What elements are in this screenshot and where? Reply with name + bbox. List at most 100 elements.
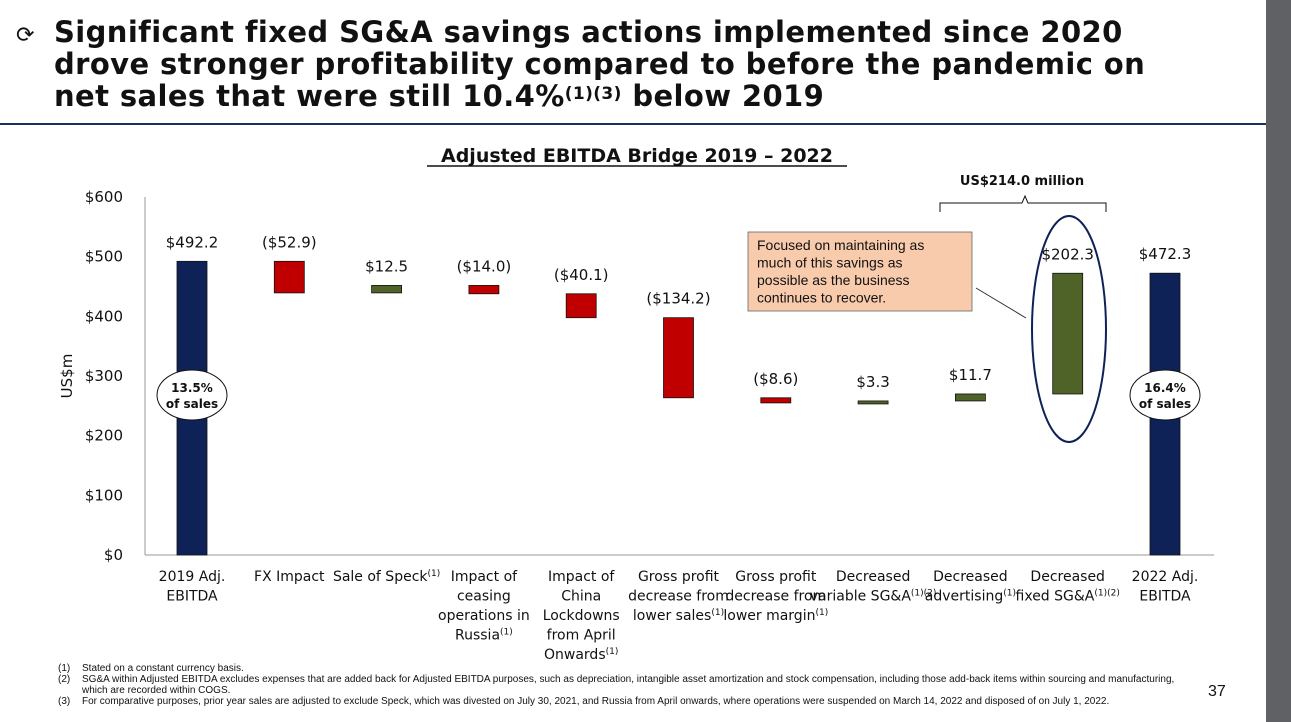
category-label-text: EBITDA <box>1139 589 1191 605</box>
category-label-text: Lockdowns <box>543 608 620 624</box>
category-label: 2019 Adj. <box>159 569 226 585</box>
category-label-text: fixed SG&A <box>1016 589 1095 605</box>
margin-caption: of sales <box>1139 397 1191 411</box>
category-label: advertising(1) <box>925 589 1016 605</box>
category-label: Lockdowns <box>543 608 620 624</box>
category-label-text: advertising <box>925 589 1003 605</box>
category-footnote-ref: (1) <box>815 608 828 618</box>
callout-text: possible as the business <box>757 272 910 288</box>
footnote-number: (3) <box>58 696 71 707</box>
highlight-ellipse <box>1031 215 1107 443</box>
category-label-text: Gross profit <box>735 569 817 585</box>
category-footnote-ref: (1) <box>500 628 513 638</box>
category-label: fixed SG&A(1)(2) <box>1016 589 1120 605</box>
category-label: FX Impact <box>254 569 325 585</box>
bar-value-label: ($14.0) <box>457 257 512 275</box>
waterfall-bar <box>760 397 792 404</box>
callout-text: Focused on maintaining as <box>757 237 924 253</box>
category-label: 2022 Adj. <box>1132 569 1199 585</box>
category-label-text: Gross profit <box>638 569 720 585</box>
category-label: EBITDA <box>166 589 218 605</box>
bar-value-label: $472.3 <box>1139 245 1192 263</box>
category-label-text: Impact of <box>548 569 615 585</box>
margin-percent: 13.5% <box>171 381 213 395</box>
y-tick-label: $0 <box>104 546 123 564</box>
category-label: Russia(1) <box>455 628 513 644</box>
waterfall-bar <box>468 285 500 295</box>
footnote-number: (1) <box>58 663 71 674</box>
bar-value-label: $3.3 <box>856 373 889 391</box>
category-label-text: operations in <box>438 608 530 624</box>
category-footnote-ref: (1) <box>711 608 724 618</box>
category-label: Decreased <box>933 569 1008 585</box>
callout-box <box>747 231 973 312</box>
margin-caption: of sales <box>166 397 218 411</box>
callout-text: continues to recover. <box>757 290 886 306</box>
category-label: Sale of Speck(1) <box>333 569 440 585</box>
category-label-text: ceasing <box>457 589 511 605</box>
category-label: ceasing <box>457 589 511 605</box>
bar-value-label: ($40.1) <box>554 266 609 284</box>
title-divider <box>0 123 1266 125</box>
title-line-2: drove stronger profitability compared to… <box>54 47 1146 81</box>
category-label: decrease from <box>725 589 826 605</box>
category-label: Impact of <box>451 569 518 585</box>
bar-value-label: $202.3 <box>1041 245 1094 263</box>
footnote-1: (1) Stated on a constant currency basis. <box>58 663 1198 674</box>
footnote-number: (2) <box>58 674 71 685</box>
category-label: lower sales(1) <box>633 608 724 624</box>
y-tick-label: $600 <box>85 188 123 206</box>
waterfall-bar <box>565 293 597 319</box>
y-tick-label: $300 <box>85 367 123 385</box>
title-line-3-text: net sales that were still 10.4% <box>54 79 565 113</box>
bar-value-label: $12.5 <box>365 257 408 275</box>
waterfall-bar <box>273 260 305 294</box>
category-label: decrease from <box>628 589 729 605</box>
category-footnote-ref: (1)(2) <box>1094 589 1120 599</box>
y-axis-title: US$m <box>58 354 76 399</box>
bar-value-label: ($8.6) <box>753 370 798 388</box>
category-label: China <box>561 589 601 605</box>
category-label-text: decrease from <box>628 589 729 605</box>
margin-ellipse <box>156 369 228 421</box>
margin-ellipse <box>1129 369 1201 421</box>
margin-percent: 16.4% <box>1144 381 1186 395</box>
category-label: Onwards(1) <box>544 647 618 662</box>
category-footnote-ref: (1)(2) <box>911 589 937 599</box>
brand-logo-icon: ⟳ <box>16 23 35 48</box>
y-tick-label: $400 <box>85 307 123 325</box>
footnote-text: For comparative purposes, prior year sal… <box>82 696 1110 707</box>
y-tick-label: $200 <box>85 427 123 445</box>
category-label: operations in <box>438 608 530 624</box>
category-label-text: Sale of Speck <box>333 569 428 585</box>
category-label-text: Decreased <box>1030 569 1105 585</box>
category-label: Decreased <box>836 569 911 585</box>
title-line-3-tail: below 2019 <box>621 79 825 113</box>
title-line-1: Significant fixed SG&A savings actions i… <box>54 15 1123 49</box>
category-footnote-ref: (1) <box>428 569 441 579</box>
category-label-text: Decreased <box>933 569 1008 585</box>
category-footnote-ref: (1) <box>1003 589 1016 599</box>
title-line-3: net sales that were still 10.4%(1)(3) be… <box>54 80 1254 112</box>
y-tick-label: $100 <box>85 486 123 504</box>
waterfall-bar <box>857 400 889 405</box>
category-label-text: Decreased <box>836 569 911 585</box>
footnote-2: (2) SG&A within Adjusted EBITDA excludes … <box>58 674 1198 696</box>
page-number: 37 <box>1208 683 1226 700</box>
bar-value-label: $492.2 <box>166 233 219 251</box>
category-label: Gross profit <box>735 569 817 585</box>
title-footnote-ref: (1)(3) <box>564 84 622 104</box>
y-tick-label: $500 <box>85 248 123 266</box>
category-label-text: variable SG&A <box>810 589 912 605</box>
waterfall-bar <box>1052 272 1084 395</box>
waterfall-bar <box>663 317 694 399</box>
category-label-text: Russia <box>455 628 500 644</box>
waterfall-bar <box>371 285 403 294</box>
slide-title: Significant fixed SG&A savings actions i… <box>54 16 1254 112</box>
category-label: Impact of <box>548 569 615 585</box>
category-label-text: FX Impact <box>254 569 325 585</box>
category-label-text: Impact of <box>451 569 518 585</box>
bar-value-label: ($52.9) <box>262 233 317 251</box>
category-label: EBITDA <box>1139 589 1191 605</box>
